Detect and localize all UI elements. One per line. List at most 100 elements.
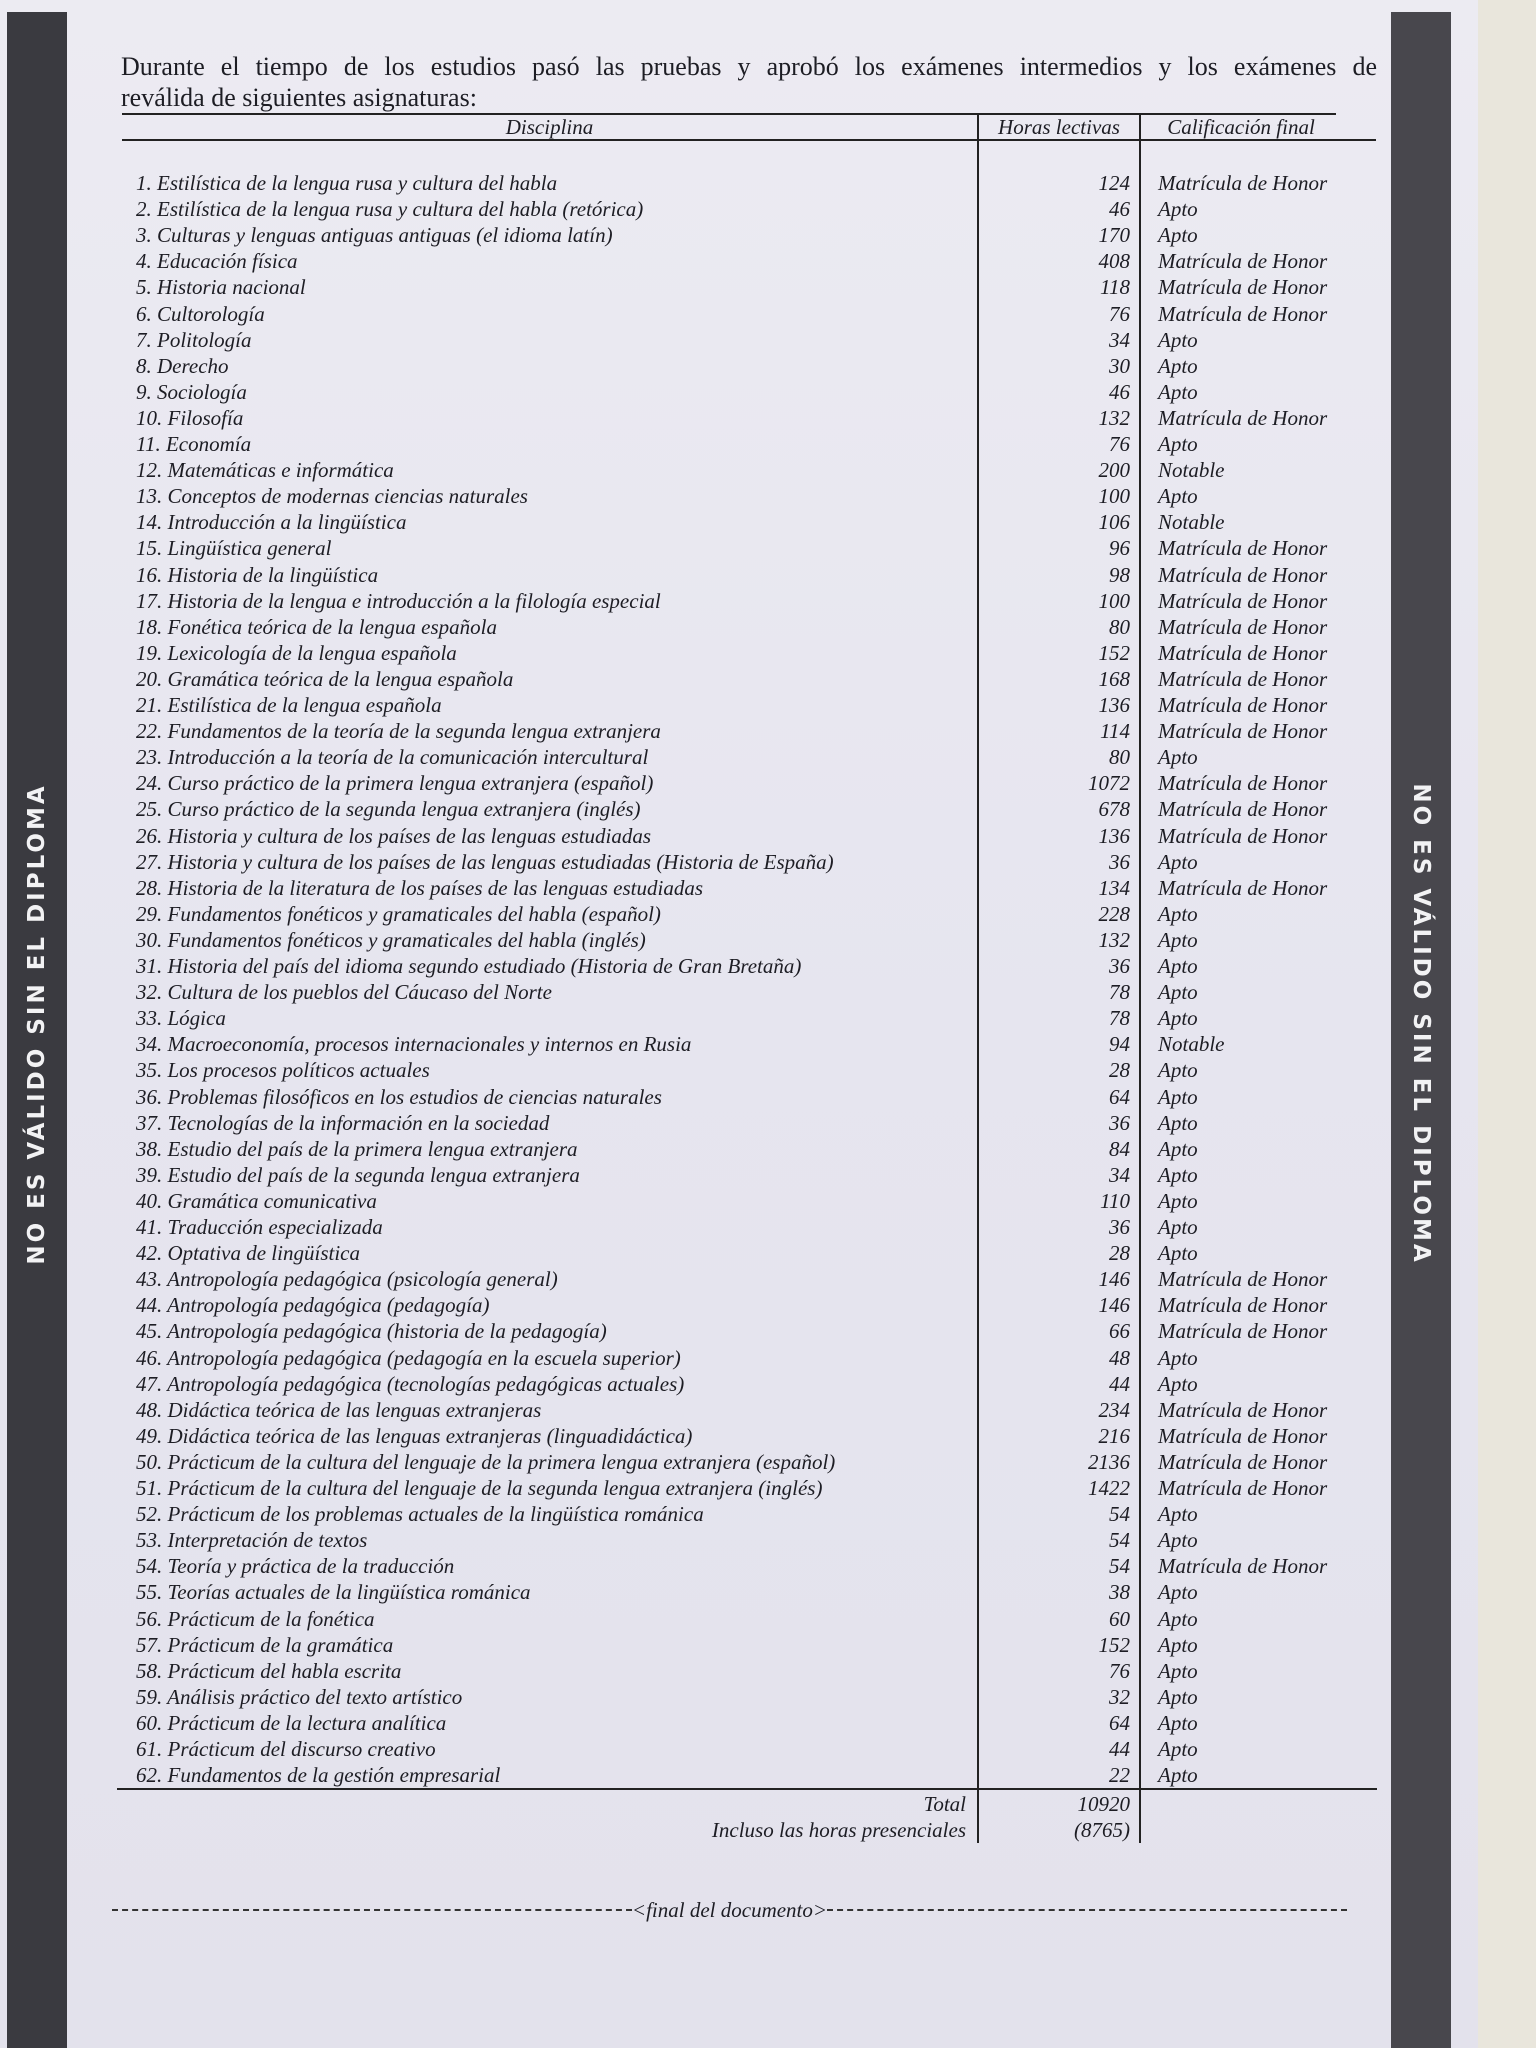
subject-hours: 114 [1100,719,1130,744]
subject-grade: Notable [1158,1032,1225,1057]
table-row: 6. Cultorología 76 Matrícula de Honor [122,301,1374,327]
subject-hours: 136 [1098,693,1131,717]
subject-grade: Apto [1158,1763,1198,1788]
subject-grade: Apto [1158,1345,1198,1370]
subject-name: 31. Historia del país del idioma segundo… [136,954,802,978]
table-row: 58. Prácticum del habla escrita 76 Apto [122,1658,1374,1684]
subject-grade: Apto [1158,223,1198,248]
table-row: 59. Análisis práctico del texto artístic… [122,1684,1374,1710]
subject-grade: Apto [1158,1188,1198,1213]
subject-grade: Apto [1158,432,1198,456]
subject-name: 13. Conceptos de modernas ciencias natur… [136,484,528,509]
subject-name: 5. Historia nacional [136,275,306,300]
validity-banner-text: NO ES VÁLIDO SIN EL DIPLOMA [1408,783,1434,1265]
table-row: 48. Didáctica teórica de las lenguas ext… [122,1397,1374,1423]
table-row: 28. Historia de la literatura de los paí… [122,875,1374,901]
left-validity-band: NO ES VÁLIDO SIN EL DIPLOMA [7,12,67,2048]
subject-name: 17. Historia de la lengua e introducción… [136,588,661,613]
subject-grade: Apto [1158,1606,1198,1631]
table-row: 54. Teoría y práctica de la traducción 54… [122,1553,1374,1579]
subject-grade: Apto [1158,1580,1198,1605]
subject-hours: 54 [1109,1502,1130,1527]
subject-grade: Matrícula de Honor [1158,1397,1328,1422]
subject-hours: 76 [1109,1658,1130,1683]
table-row: 2. Estilística de la lengua rusa y cultu… [122,196,1374,222]
subject-hours: 106 [1098,510,1131,535]
table-row: 15. Lingüística general 96 Matrícula de Ho… [122,535,1374,561]
subject-grade: Apto [1158,901,1198,926]
subject-hours: 132 [1098,927,1131,952]
column-divider [1139,113,1141,1843]
table-row: 13. Conceptos de modernas ciencias natur… [122,483,1374,509]
subject-name: 32. Cultura de los pueblos del Cáucaso d… [136,980,552,1005]
subject-name: 2. Estilística de la lengua rusa y cultu… [136,197,644,222]
table-row: 35. Los procesos políticos actuales 28 Apt… [122,1057,1374,1083]
subject-grade: Apto [1158,745,1198,770]
header-grade: Calificación final [1167,115,1315,139]
subject-grade: Apto [1158,927,1198,952]
subject-name: 37. Tecnologías de la información en la … [136,1110,550,1135]
table-row: 14. Introducción a la lingüística 106 Nota… [122,509,1374,535]
table-row: 37. Tecnologías de la información en la … [122,1110,1374,1136]
table-row: 40. Gramática comunicativa 110 Apto [122,1188,1374,1214]
subject-hours: 36 [1109,954,1130,978]
table-row: 9. Sociología 46 Apto [122,379,1374,405]
subject-name: 51. Prácticum de la cultura del lenguaje… [136,1476,823,1500]
subject-name: 19. Lexicología de la lengua española [136,640,457,665]
subject-grade: Apto [1158,1737,1198,1761]
subject-hours: 46 [1109,379,1130,404]
subject-grade: Matrícula de Honor [1158,666,1328,691]
subject-name: 56. Prácticum de la fonética [136,1606,375,1631]
subject-grade: Matrícula de Honor [1158,719,1328,744]
table-row: 50. Prácticum de la cultura del lenguaje… [122,1449,1374,1475]
table-row: 19. Lexicología de la lengua española 152… [122,640,1374,666]
table-row: 47. Antropología pedagógica (tecnologías… [122,1371,1374,1397]
table-row: 39. Estudio del país de la segunda lengu… [122,1162,1374,1188]
subject-name: 61. Prácticum del discurso creativo [136,1737,436,1761]
subject-grade: Apto [1158,1162,1198,1187]
subject-grade: Apto [1158,1371,1198,1396]
subject-hours: 132 [1098,405,1131,430]
subject-name: 9. Sociología [136,379,247,404]
subject-name: 42. Optativa de lingüística [136,1241,360,1266]
subject-hours: 60 [1109,1606,1130,1631]
subject-hours: 44 [1109,1371,1130,1396]
subject-hours: 36 [1109,1215,1130,1239]
subject-name: 7. Politología [136,327,252,352]
subject-name: 18. Fonética teórica de la lengua españo… [136,614,498,639]
table-row: 41. Traducción especializada 36 Apto [122,1214,1374,1240]
subject-name: 16. Historia de la lingüística [136,562,379,587]
table-row: 17. Historia de la lengua e introducción… [122,588,1374,614]
subject-hours: 100 [1098,484,1131,509]
subject-hours: 1422 [1088,1476,1130,1500]
right-validity-band: NO ES VÁLIDO SIN EL DIPLOMA [1391,12,1451,2048]
subject-grade: Apto [1158,1241,1198,1266]
subject-name: 26. Historia y cultura de los países de … [136,823,652,848]
validity-banner-text: NO ES VÁLIDO SIN EL DIPLOMA [24,783,50,1265]
subject-name: 6. Cultorología [136,301,265,326]
table-row: 36. Problemas filosóficos en los estudio… [122,1084,1374,1110]
subject-name: 12. Matemáticas e informática [136,458,394,483]
subject-name: 8. Derecho [136,353,229,378]
total-label: Total [923,1792,966,1816]
table-row: 51. Prácticum de la cultura del lenguaje… [122,1475,1374,1501]
table-row: 43. Antropología pedagógica (psicología … [122,1266,1374,1292]
subject-grade: Matrícula de Honor [1158,797,1328,822]
subject-grade: Apto [1158,1215,1198,1239]
subject-grade: Apto [1158,1710,1198,1735]
document-page [0,0,1478,2048]
subject-hours: 54 [1109,1528,1130,1553]
subject-grade: Apto [1158,1006,1198,1031]
subject-name: 36. Problemas filosóficos en los estudio… [136,1084,662,1109]
subject-hours: 28 [1109,1241,1130,1266]
table-row: 22. Fundamentos de la teoría de la segun… [122,718,1374,744]
subject-name: 58. Prácticum del habla escrita [136,1658,402,1683]
subject-hours: 2136 [1088,1449,1130,1474]
subject-hours: 78 [1109,980,1130,1005]
subject-name: 34. Macroeconomía, procesos internaciona… [136,1032,692,1057]
subject-name: 21. Estilística de la lengua española [136,693,442,717]
subject-hours: 96 [1109,536,1130,561]
intro-text-line-1: Durante el tiempo de los estudios pasó l… [121,52,1377,81]
table-row: 29. Fundamentos fonéticos y gramaticales… [122,901,1374,927]
subject-hours: 64 [1109,1084,1130,1109]
